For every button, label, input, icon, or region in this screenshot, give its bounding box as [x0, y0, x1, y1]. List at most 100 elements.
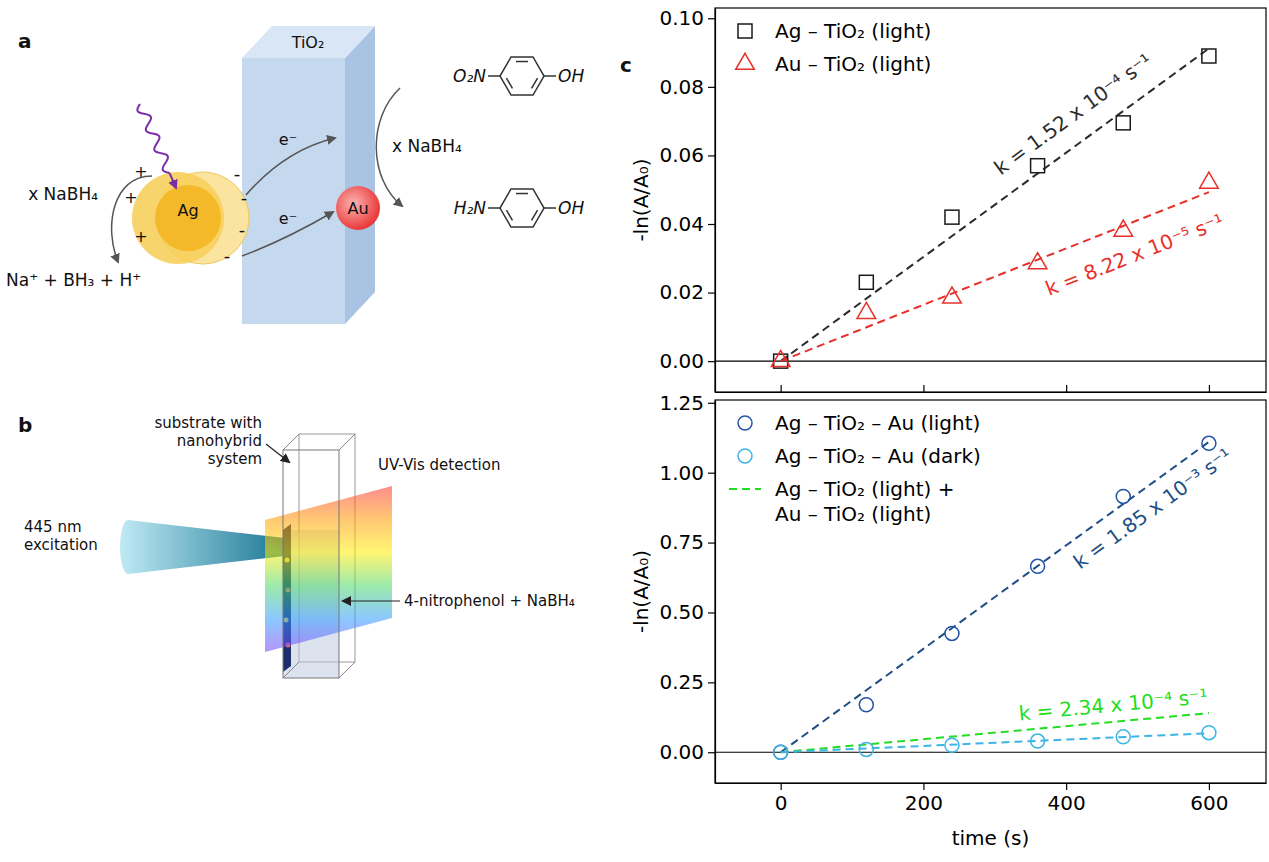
marker-circle — [859, 698, 873, 712]
tick-mark — [708, 18, 715, 19]
solution-label: 4-nitrophenol + NaBH₄ — [404, 592, 575, 610]
byproducts-label: Na⁺ + BH₃ + H⁺ — [6, 270, 141, 290]
tio2-label: TiO₂ — [291, 33, 325, 52]
cuvette-edge — [283, 662, 299, 678]
tick-mark — [708, 473, 715, 474]
label-line: Au – TiO₂ (light) — [775, 502, 931, 526]
photon-arrow — [137, 104, 176, 188]
tick: 0.25 — [659, 670, 715, 694]
tick-mark — [708, 224, 715, 225]
label-line: nanohybrid — [177, 432, 262, 450]
chart: 0.000.020.040.060.080.10k = 1.52 x 10⁻⁴ … — [629, 6, 1267, 392]
legend-marker — [738, 449, 752, 463]
marker-square — [1031, 159, 1045, 173]
pointer-arrow — [343, 600, 400, 601]
legend-label: Ag – TiO₂ – Au (light) — [775, 411, 980, 435]
tick-mark — [708, 292, 715, 293]
detection-label: UV-Vis detection — [378, 456, 500, 474]
charge-minus: - — [239, 219, 246, 240]
tick — [1066, 385, 1067, 392]
tick-mark — [923, 783, 924, 790]
label-line: Ag – TiO₂ – Au (dark) — [775, 444, 981, 468]
tick-mark — [1066, 385, 1067, 392]
double-bond — [532, 78, 538, 88]
marker-circle — [1031, 559, 1045, 573]
tick: 1.00 — [659, 461, 715, 485]
tick: 0.08 — [659, 75, 715, 99]
group-label: H₂N — [454, 198, 487, 218]
tick-label: 0.10 — [659, 6, 704, 30]
marker-triangle — [943, 287, 962, 303]
tick-label: 0.04 — [659, 212, 704, 236]
marker-circle — [945, 626, 959, 640]
panel-b: b substrate withnanohybridsystem 445 nmexc… — [18, 413, 575, 678]
label-line: excitation — [24, 536, 98, 554]
tick-mark — [923, 385, 924, 392]
panel-a: aTiO₂Ag+++----e⁻e⁻Aux NaBH₄Na⁺ + BH₃ + H… — [6, 26, 584, 324]
tick-label: 0.02 — [659, 280, 704, 304]
tio2-top — [242, 26, 375, 58]
plot-frame — [715, 400, 1266, 783]
tick-label: 200 — [905, 791, 943, 815]
tick-label: 0.75 — [659, 530, 704, 554]
legend-label: Ag – TiO₂ – Au (dark) — [775, 444, 981, 468]
annotations: k = 2.34 x 10⁻⁴ s⁻¹k = 1.85 x 10⁻³ s⁻¹ — [1018, 443, 1237, 725]
tick: 1.25 — [659, 391, 715, 415]
label-line: system — [208, 450, 262, 468]
bond — [544, 75, 556, 77]
y-axis: 0.000.250.500.751.001.25 — [659, 391, 715, 784]
tick-label: 0.25 — [659, 670, 704, 694]
group-label: OH — [558, 198, 584, 218]
marker-circle — [1202, 726, 1216, 740]
marker-circle — [774, 745, 788, 759]
tick-label: 0.00 — [659, 740, 704, 764]
tick-label: 400 — [1048, 791, 1086, 815]
tick-label: 1.25 — [659, 391, 704, 415]
reductant-label: x NaBH₄ — [28, 184, 98, 204]
plot-area — [715, 436, 1266, 759]
marker-circle — [1116, 730, 1130, 744]
label-line: Ag – TiO₂ (light) — [775, 19, 931, 43]
label-line: substrate with — [154, 414, 262, 432]
tick-mark — [708, 87, 715, 88]
detection-plane — [265, 486, 392, 652]
plot-frame — [715, 8, 1266, 392]
marker-triangle — [857, 302, 876, 318]
tick — [923, 385, 924, 392]
tick-label: 0.08 — [659, 75, 704, 99]
bond — [544, 207, 556, 209]
y-axis-line — [715, 9, 716, 393]
tick: 200 — [905, 783, 943, 815]
group-label: O₂N — [453, 66, 486, 86]
ag-cloud — [132, 172, 224, 264]
reaction-arrow — [112, 176, 152, 262]
legend-label: Ag – TiO₂ (light) +Au – TiO₂ (light) — [775, 477, 954, 526]
charge-plus: + — [134, 227, 147, 246]
tick-mark — [1209, 385, 1210, 392]
marker-triangle — [1114, 220, 1133, 236]
marker-circle — [1116, 489, 1130, 503]
panel-label: b — [18, 413, 32, 437]
legend: Ag – TiO₂ (light)Au – TiO₂ (light) — [736, 19, 932, 76]
tick-mark — [708, 612, 715, 613]
y-axis: 0.000.020.040.060.080.10 — [659, 6, 715, 392]
plot-area — [715, 48, 1266, 368]
tick-mark — [708, 752, 715, 753]
tick-mark — [708, 361, 715, 362]
x-axis-line — [716, 392, 1267, 393]
tick: 0.00 — [659, 740, 715, 764]
excitation-label: 445 nmexcitation — [24, 518, 98, 554]
cuvette-edge — [339, 662, 355, 678]
tick-label: 1.00 — [659, 461, 704, 485]
x-axis-line — [716, 783, 1267, 784]
marker-square — [945, 210, 959, 224]
marker-square — [859, 275, 873, 289]
benzene-ring — [500, 189, 544, 227]
legend-label: Ag – TiO₂ (light) — [775, 19, 931, 43]
marker-circle — [859, 742, 873, 756]
y-axis-line — [715, 401, 716, 784]
tick: 600 — [1190, 783, 1228, 815]
x-axis: 0200400600 — [716, 783, 1267, 815]
marker-triangle — [771, 350, 790, 366]
charge-plus: + — [124, 188, 137, 207]
